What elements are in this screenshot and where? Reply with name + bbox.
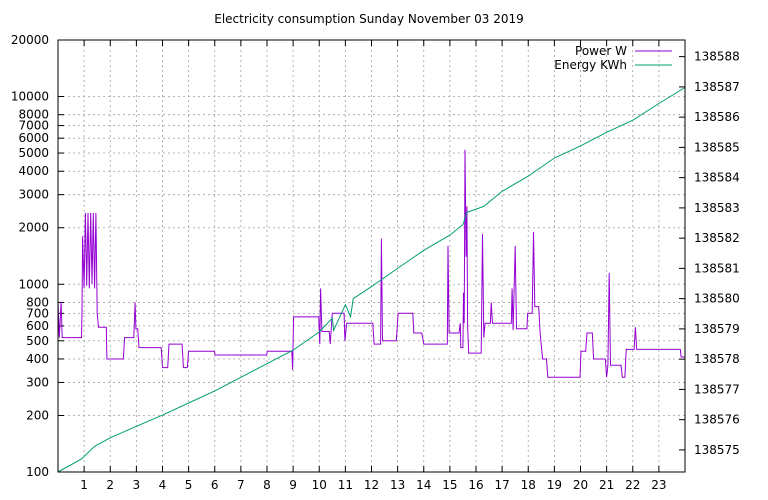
x-tick-label: 23 [651, 478, 666, 492]
plot-frame [57, 39, 686, 473]
y-right-tick-label: 138587 [694, 80, 740, 94]
x-tick-label: 5 [185, 478, 193, 492]
x-tick-label: 2 [106, 478, 114, 492]
x-tick-label: 21 [599, 478, 614, 492]
y-right-tick-label: 138576 [694, 413, 740, 427]
y-right-tick-label: 138586 [694, 110, 740, 124]
x-tick-label: 19 [547, 478, 562, 492]
legend-label-energy: Energy KWh [554, 58, 627, 72]
x-tick-label: 15 [442, 478, 457, 492]
x-tick-label: 1 [80, 478, 88, 492]
x-tick-label: 20 [573, 478, 588, 492]
series-line-energy-kwh [57, 87, 686, 473]
y-left-tick-label: 20000 [11, 33, 49, 47]
axis-ticks: 1 2 3 4 5 6 7 8 9 10 11 12 13 14 15 16 17 18 19 20 21 22 23100… [11, 33, 740, 492]
y-left-tick-label: 2000 [18, 221, 49, 235]
y-right-tick-label: 138585 [694, 140, 740, 154]
x-tick-label: 6 [211, 478, 219, 492]
y-left-tick-label: 700 [26, 306, 49, 320]
x-tick-label: 22 [625, 478, 640, 492]
x-tick-label: 11 [338, 478, 353, 492]
x-tick-label: 18 [521, 478, 536, 492]
y-right-tick-label: 138579 [694, 322, 740, 336]
x-tick-label: 16 [468, 478, 483, 492]
y-right-tick-label: 138582 [694, 231, 740, 245]
y-left-tick-label: 500 [26, 334, 49, 348]
y-left-tick-label: 6000 [18, 131, 49, 145]
y-right-tick-label: 138580 [694, 292, 740, 306]
y-right-tick-label: 138588 [694, 50, 740, 64]
y-left-tick-label: 8000 [18, 108, 49, 122]
y-left-tick-label: 400 [26, 352, 49, 366]
y-left-tick-label: 5000 [18, 146, 49, 160]
y-right-tick-label: 138581 [694, 261, 740, 275]
x-tick-label: 14 [416, 478, 431, 492]
legend: Power W Energy KWh [554, 44, 672, 72]
x-tick-label: 12 [364, 478, 379, 492]
y-left-tick-label: 3000 [18, 188, 49, 202]
x-tick-label: 3 [133, 478, 141, 492]
y-right-tick-label: 138575 [694, 443, 740, 457]
x-tick-label: 17 [494, 478, 509, 492]
grid [58, 39, 685, 473]
x-tick-label: 4 [159, 478, 167, 492]
legend-label-power: Power W [575, 44, 627, 58]
x-tick-label: 13 [390, 478, 405, 492]
x-tick-label: 10 [312, 478, 327, 492]
y-right-tick-label: 138577 [694, 382, 740, 396]
y-left-tick-label: 4000 [18, 164, 49, 178]
y-right-tick-label: 138583 [694, 201, 740, 215]
y-left-tick-label: 800 [26, 295, 49, 309]
y-left-tick-label: 10000 [11, 90, 49, 104]
x-tick-label: 8 [263, 478, 271, 492]
y-right-tick-label: 138578 [694, 352, 740, 366]
y-left-tick-label: 100 [26, 465, 49, 479]
y-left-tick-label: 300 [26, 375, 49, 389]
series-line-power-w [57, 149, 685, 378]
y-left-tick-label: 1000 [18, 277, 49, 291]
x-tick-label: 9 [289, 478, 297, 492]
series-lines [57, 87, 686, 473]
y-left-tick-label: 200 [26, 408, 49, 422]
y-right-tick-label: 138584 [694, 171, 740, 185]
y-left-tick-label: 600 [26, 319, 49, 333]
x-tick-label: 7 [237, 478, 245, 492]
y-left-tick-label: 7000 [18, 119, 49, 133]
chart-title: Electricity consumption Sunday November … [214, 12, 524, 26]
